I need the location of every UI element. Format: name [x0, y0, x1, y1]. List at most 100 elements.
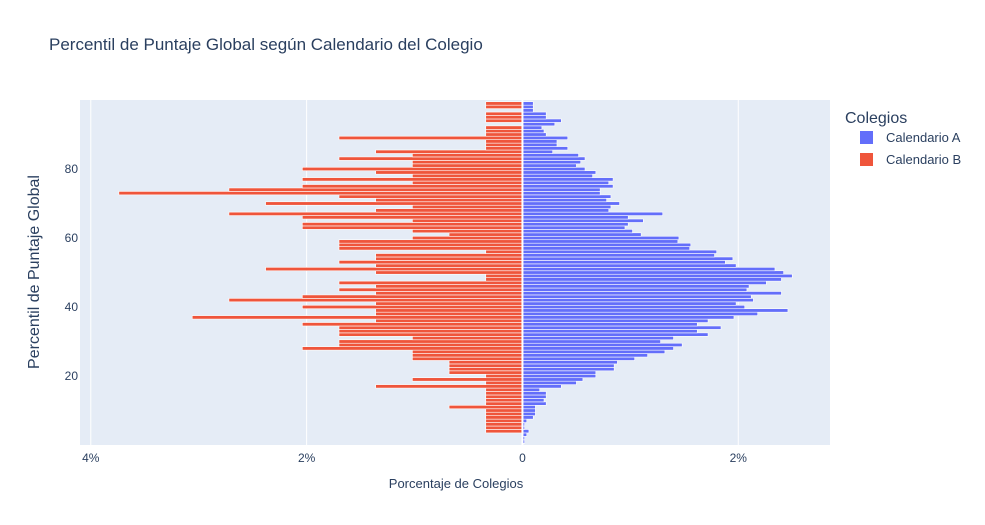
bar-calendario-b[interactable]	[265, 201, 523, 206]
bar-calendario-b[interactable]	[228, 211, 523, 216]
bar-calendario-a[interactable]	[522, 298, 754, 303]
bar-calendario-a[interactable]	[522, 146, 569, 151]
bar-calendario-b[interactable]	[485, 132, 523, 137]
bar-calendario-b[interactable]	[448, 360, 523, 365]
bar-calendario-a[interactable]	[522, 311, 758, 316]
bar-calendario-b[interactable]	[412, 377, 523, 382]
bar-calendario-b[interactable]	[375, 384, 523, 389]
bar-calendario-a[interactable]	[522, 153, 579, 158]
bar-calendario-b[interactable]	[412, 153, 523, 158]
bar-calendario-b[interactable]	[485, 139, 523, 144]
bar-calendario-a[interactable]	[522, 142, 558, 147]
bar-calendario-a[interactable]	[522, 108, 534, 113]
bar-calendario-b[interactable]	[412, 163, 523, 168]
bar-calendario-b[interactable]	[338, 339, 523, 344]
bar-calendario-a[interactable]	[522, 270, 784, 275]
bar-calendario-a[interactable]	[522, 222, 629, 227]
bar-calendario-b[interactable]	[485, 387, 523, 392]
bar-calendario-a[interactable]	[522, 129, 545, 134]
bar-calendario-b[interactable]	[412, 229, 523, 234]
bar-calendario-a[interactable]	[522, 325, 722, 330]
bar-calendario-a[interactable]	[522, 215, 629, 220]
bar-calendario-b[interactable]	[375, 208, 523, 213]
bar-calendario-a[interactable]	[522, 415, 534, 420]
bar-calendario-a[interactable]	[522, 384, 562, 389]
bar-calendario-a[interactable]	[522, 177, 614, 182]
bar-calendario-a[interactable]	[522, 246, 691, 251]
bar-calendario-b[interactable]	[412, 349, 523, 354]
bar-calendario-a[interactable]	[522, 194, 612, 199]
bar-calendario-a[interactable]	[522, 125, 543, 130]
bar-calendario-b[interactable]	[375, 270, 523, 275]
bar-calendario-b[interactable]	[302, 184, 523, 189]
bar-calendario-a[interactable]	[522, 122, 556, 127]
bar-calendario-b[interactable]	[485, 422, 523, 427]
bar-calendario-b[interactable]	[302, 304, 523, 310]
bar-calendario-a[interactable]	[522, 198, 607, 203]
bar-calendario-a[interactable]	[522, 294, 752, 299]
bar-calendario-b[interactable]	[338, 246, 523, 251]
bar-calendario-a[interactable]	[522, 308, 789, 313]
bar-calendario-a[interactable]	[522, 318, 709, 323]
bar-calendario-b[interactable]	[412, 173, 523, 178]
bar-calendario-b[interactable]	[412, 336, 523, 341]
bar-calendario-a[interactable]	[522, 115, 547, 120]
bar-calendario-a[interactable]	[522, 398, 545, 403]
bar-calendario-b[interactable]	[338, 260, 523, 265]
bar-calendario-b[interactable]	[485, 418, 523, 423]
bar-calendario-a[interactable]	[522, 408, 536, 413]
bar-calendario-a[interactable]	[522, 160, 582, 165]
bar-calendario-b[interactable]	[338, 342, 523, 347]
bar-calendario-b[interactable]	[338, 194, 523, 199]
bar-calendario-b[interactable]	[485, 273, 523, 278]
bar-calendario-b[interactable]	[485, 380, 523, 385]
bar-calendario-a[interactable]	[522, 277, 782, 282]
bar-calendario-a[interactable]	[522, 356, 635, 361]
bar-calendario-b[interactable]	[485, 391, 523, 396]
bar-calendario-b[interactable]	[228, 187, 523, 192]
bar-calendario-b[interactable]	[485, 398, 523, 403]
bar-calendario-a[interactable]	[522, 201, 620, 206]
bar-calendario-a[interactable]	[522, 232, 642, 237]
bar-calendario-a[interactable]	[522, 263, 737, 268]
bar-calendario-a[interactable]	[522, 360, 618, 365]
bar-calendario-a[interactable]	[522, 101, 534, 106]
bar-calendario-b[interactable]	[485, 111, 523, 116]
bar-calendario-a[interactable]	[522, 405, 536, 410]
bar-calendario-b[interactable]	[485, 411, 523, 416]
bar-calendario-b[interactable]	[302, 166, 523, 172]
bar-calendario-a[interactable]	[522, 156, 586, 161]
bar-calendario-a[interactable]	[522, 336, 674, 341]
bar-calendario-b[interactable]	[375, 253, 523, 258]
bar-calendario-b[interactable]	[412, 204, 523, 209]
bar-calendario-b[interactable]	[485, 146, 523, 151]
bar-calendario-a[interactable]	[522, 273, 793, 278]
bar-calendario-b[interactable]	[338, 280, 523, 285]
bar-calendario-a[interactable]	[522, 332, 709, 337]
bar-calendario-a[interactable]	[522, 135, 569, 140]
bar-calendario-b[interactable]	[412, 356, 523, 361]
bar-calendario-a[interactable]	[522, 111, 547, 116]
bar-calendario-b[interactable]	[302, 215, 523, 220]
bar-calendario-b[interactable]	[448, 405, 523, 410]
bar-calendario-b[interactable]	[448, 363, 523, 368]
bar-calendario-a[interactable]	[522, 329, 698, 334]
bar-calendario-b[interactable]	[375, 284, 523, 289]
bar-calendario-a[interactable]	[522, 208, 610, 213]
bar-calendario-b[interactable]	[375, 198, 523, 203]
bar-calendario-b[interactable]	[338, 329, 523, 334]
bar-calendario-b[interactable]	[302, 322, 523, 327]
bar-calendario-b[interactable]	[485, 277, 523, 282]
bar-calendario-a[interactable]	[522, 346, 674, 351]
bar-calendario-b[interactable]	[375, 170, 523, 175]
bar-calendario-a[interactable]	[522, 401, 547, 406]
bar-calendario-b[interactable]	[302, 222, 523, 227]
bar-calendario-a[interactable]	[522, 163, 577, 168]
bar-calendario-b[interactable]	[375, 311, 523, 316]
bar-calendario-b[interactable]	[412, 160, 523, 165]
bar-calendario-a[interactable]	[522, 322, 698, 327]
bar-calendario-a[interactable]	[522, 315, 735, 320]
bar-calendario-a[interactable]	[522, 173, 593, 178]
legend-item-calendario-a[interactable]: Calendario A	[860, 130, 961, 145]
bar-calendario-a[interactable]	[522, 256, 734, 261]
